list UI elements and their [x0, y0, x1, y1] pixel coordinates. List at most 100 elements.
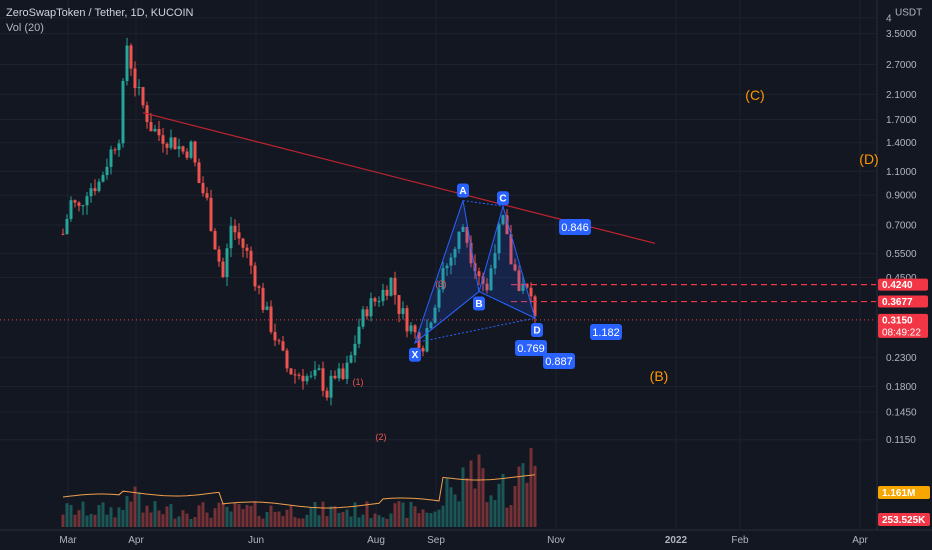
volume-bar	[413, 506, 417, 527]
volume-bar	[181, 510, 185, 527]
volume-bar	[345, 509, 349, 527]
candle-body	[489, 268, 493, 291]
candle-body	[341, 368, 345, 379]
volume-bar	[333, 506, 337, 527]
candle-body	[369, 298, 373, 317]
candle-body	[85, 196, 89, 206]
volume-bar	[481, 468, 485, 527]
pattern-point-badge	[409, 347, 421, 362]
volume-bar	[241, 509, 245, 527]
candle-body	[165, 143, 169, 148]
candle-body	[349, 355, 353, 363]
y-tick-label: 2.7000	[886, 60, 917, 71]
candle-body	[497, 224, 501, 254]
candle-body	[329, 375, 333, 398]
volume-bar	[489, 495, 493, 527]
volume-bar	[393, 503, 397, 527]
volume-bar	[373, 513, 377, 527]
pattern-ratio-label: 1.182	[592, 327, 620, 339]
volume-bar	[409, 501, 413, 527]
candle-body	[393, 277, 397, 296]
volume-bar	[509, 504, 513, 527]
candle-body	[133, 68, 137, 89]
candle-body	[477, 271, 481, 277]
candle-body	[197, 162, 201, 184]
candle-body	[457, 231, 461, 249]
pattern-point-badge	[531, 323, 543, 338]
volume-bar	[141, 512, 145, 527]
elliott-wave-label: (D)	[859, 151, 878, 167]
volume-tag-label: 1.161M	[882, 488, 915, 499]
candle-body	[113, 149, 117, 151]
volume-bar	[465, 478, 469, 527]
y-tick-label: 1.1000	[886, 167, 917, 178]
candle-body	[465, 226, 469, 243]
volume-bar	[329, 506, 333, 527]
volume-bar	[81, 501, 85, 527]
y-tick-label: 0.4500	[886, 273, 917, 284]
candle-body	[129, 45, 133, 69]
candle-body	[529, 287, 533, 297]
candle-body	[317, 368, 321, 370]
volume-bar	[269, 505, 273, 527]
volume-bar	[349, 516, 353, 527]
volume-bar	[417, 513, 421, 527]
x-tick-label: Nov	[547, 535, 565, 546]
candle-body	[149, 122, 153, 132]
symbol-title[interactable]: ZeroSwapToken / Tether, 1D, KUCOIN	[6, 7, 194, 19]
candle-body	[229, 225, 233, 249]
price-tag	[878, 295, 928, 308]
chart-legend: ZeroSwapToken / Tether, 1D, KUCOIN Vol (…	[6, 6, 194, 36]
y-tick-label: 1.7000	[886, 115, 917, 126]
elliott-wave-label: (B)	[650, 368, 669, 384]
candle-body	[297, 374, 301, 376]
candle-body	[153, 128, 157, 132]
volume-tag-label: 253.525K	[882, 515, 926, 526]
volume-bar	[285, 509, 289, 527]
candle-body	[337, 368, 341, 379]
candle-body	[357, 326, 361, 344]
volume-bar	[317, 515, 321, 527]
candle-body	[169, 137, 173, 148]
pattern-ratio-badge	[515, 340, 547, 356]
volume-bar	[437, 509, 441, 527]
candle-body	[325, 390, 329, 398]
pattern-ratio-label: 0.769	[517, 343, 545, 355]
volume-bar	[365, 501, 369, 527]
price-tag	[878, 278, 928, 291]
candle-body	[237, 232, 241, 239]
candle-body	[193, 141, 197, 163]
volume-bar	[493, 500, 497, 527]
y-tick-label: 0.7000	[886, 221, 917, 232]
candle-body	[189, 141, 193, 158]
volume-indicator-label[interactable]: Vol (20)	[6, 22, 44, 34]
pattern-triangle-bcd	[478, 204, 536, 319]
volume-bar	[129, 501, 133, 527]
volume-bar	[273, 511, 277, 527]
pattern-ratio-badge	[543, 353, 575, 369]
volume-bar	[485, 502, 489, 527]
candle-body	[105, 166, 109, 176]
y-tick-label: 0.1450	[886, 408, 917, 419]
candle-body	[409, 325, 413, 332]
volume-bar	[457, 501, 461, 527]
pattern-point-badge	[473, 296, 485, 311]
volume-bar	[529, 447, 533, 527]
candle-body	[285, 350, 289, 369]
volume-bar	[161, 514, 165, 527]
candle-body	[289, 368, 293, 375]
volume-bar	[497, 483, 501, 527]
volume-bar	[321, 501, 325, 527]
volume-bar	[189, 518, 193, 527]
y-tick-label: 1.4000	[886, 138, 917, 149]
candle-body	[89, 188, 93, 197]
volume-bar	[533, 465, 537, 527]
volume-bar	[117, 507, 121, 527]
candle-body	[377, 301, 381, 303]
price-tag	[878, 313, 928, 338]
volume-bar	[125, 496, 129, 527]
volume-bar	[177, 516, 181, 527]
volume-bar	[377, 515, 381, 527]
candle-body	[353, 343, 357, 356]
